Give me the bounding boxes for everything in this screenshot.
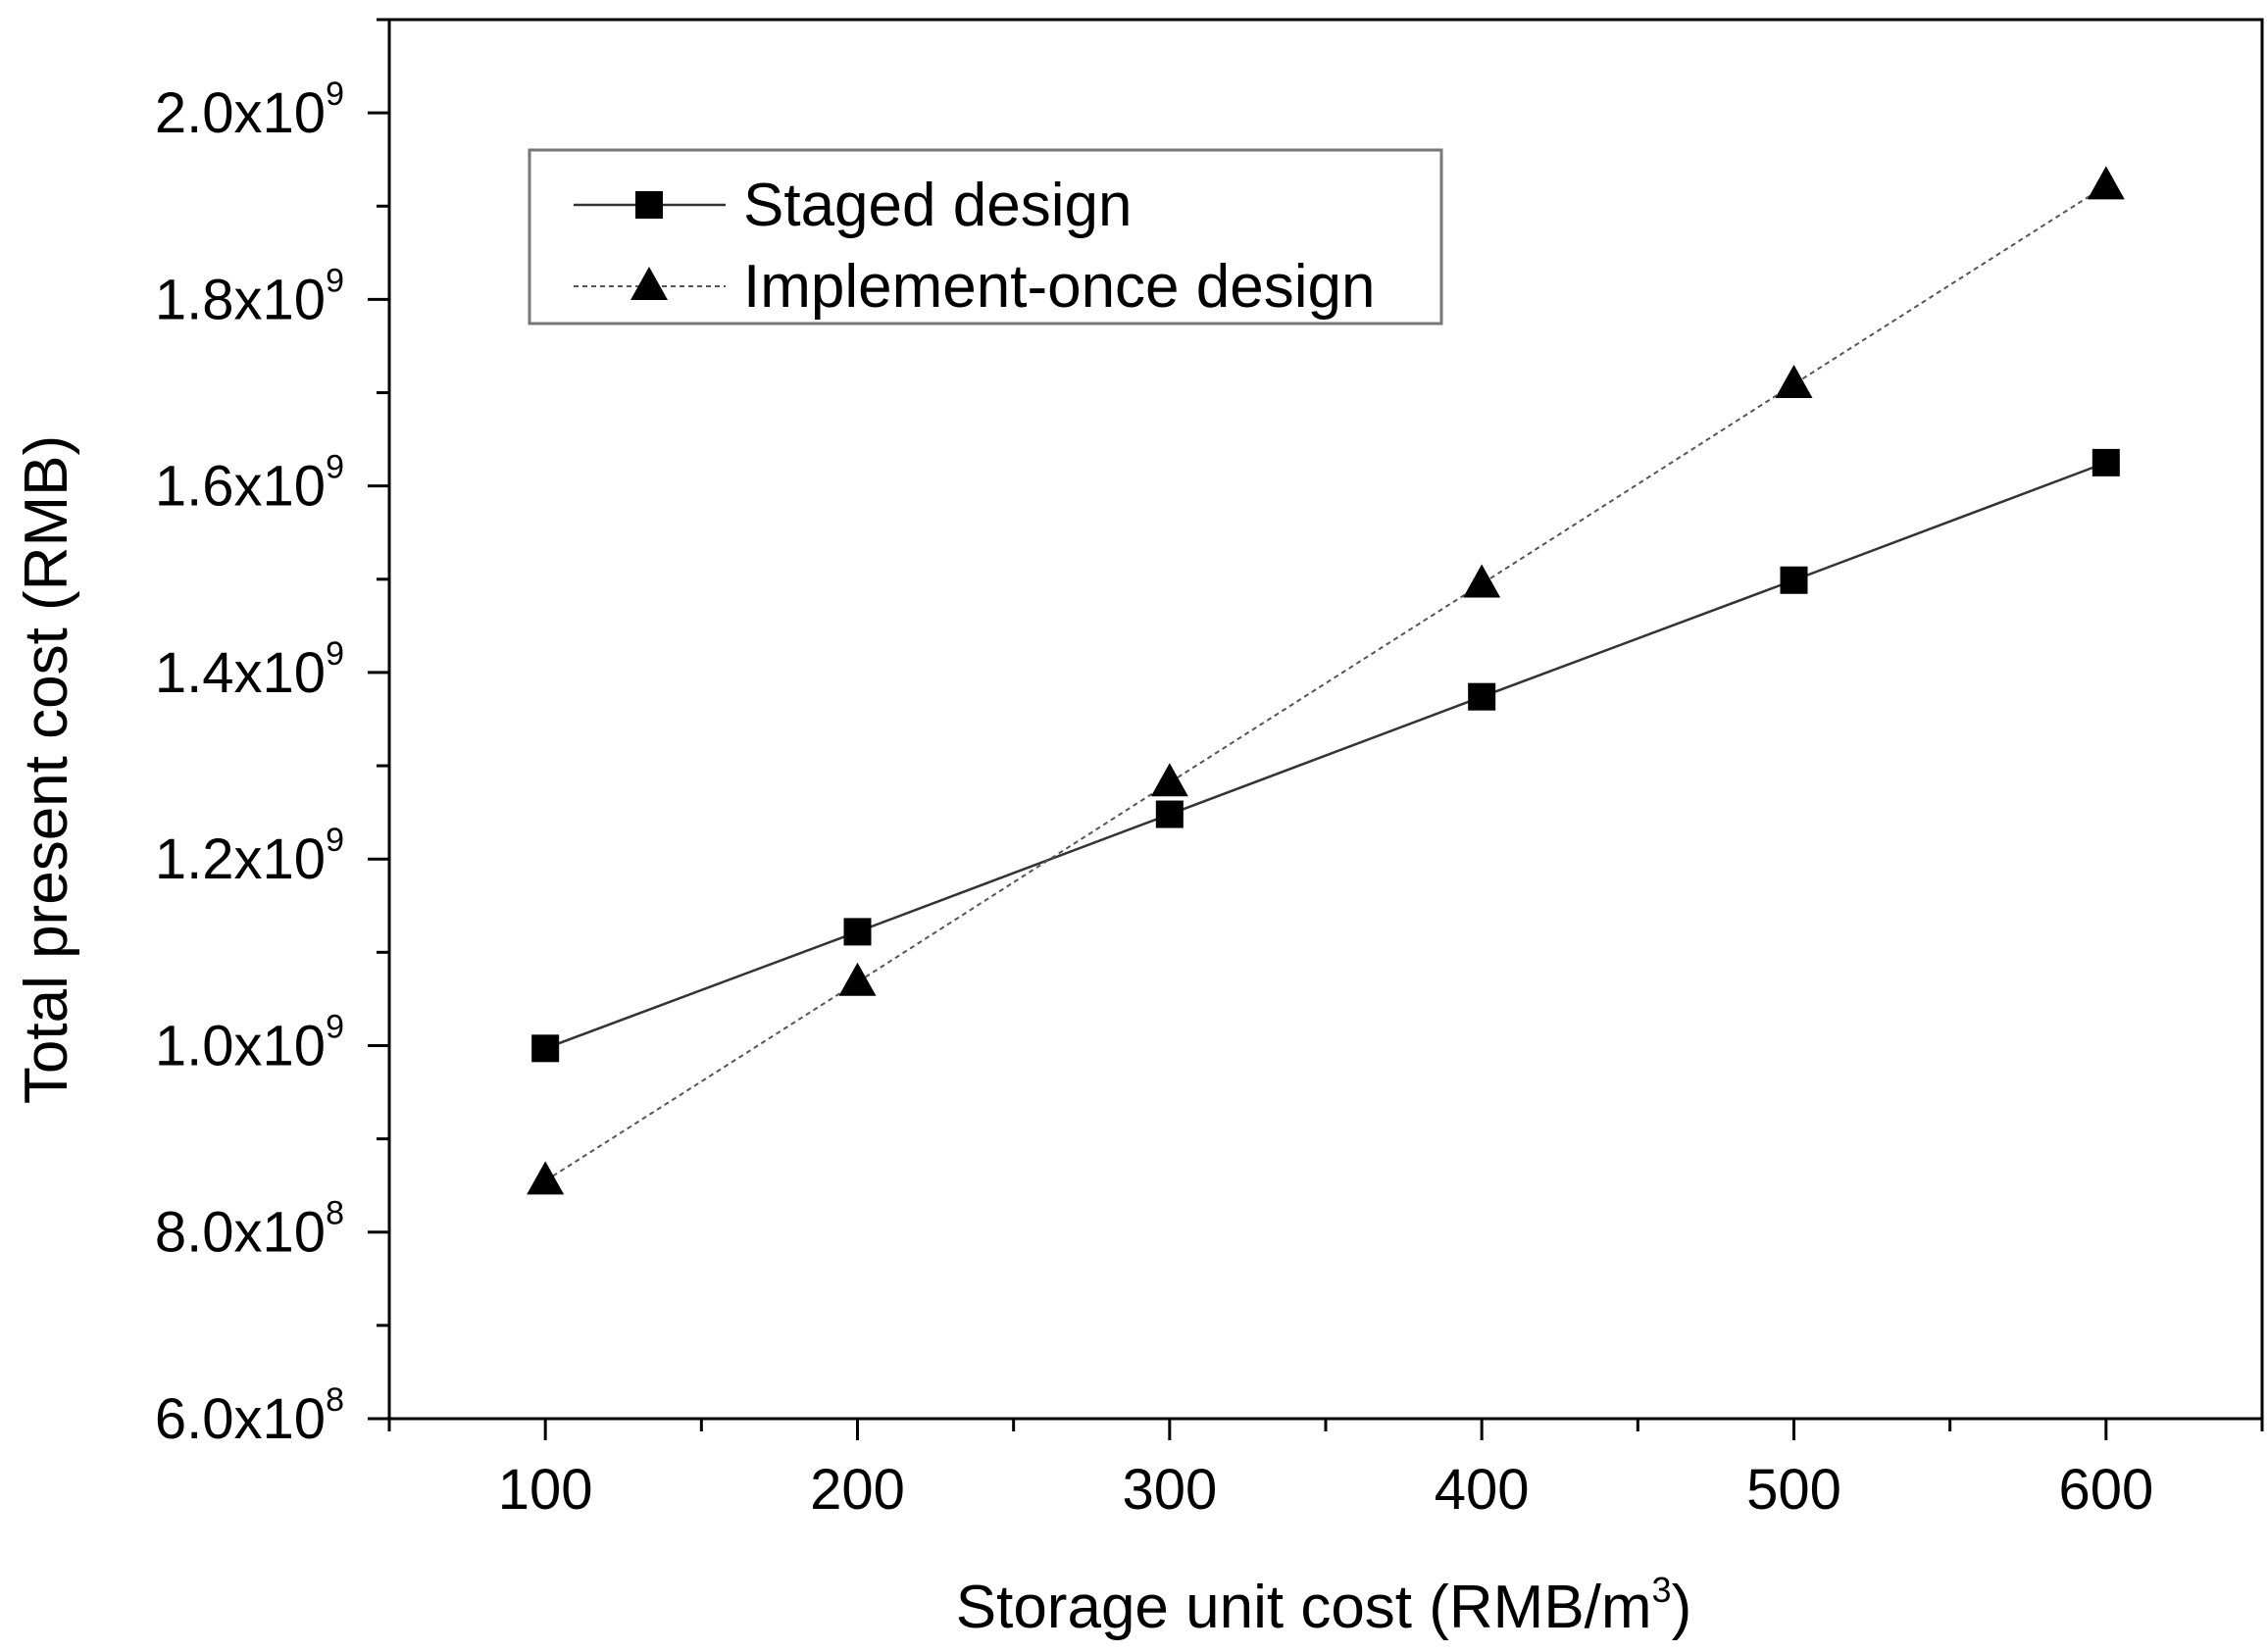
data-point-triangle — [838, 962, 877, 996]
legend-label: Implement-once design — [743, 253, 1375, 321]
y-tick-label: 1.4x109 — [155, 635, 344, 705]
series-line — [544, 461, 2107, 1050]
series-staged-design — [531, 448, 2120, 1063]
y-tick-exponent: 9 — [326, 635, 344, 673]
y-tick-exponent: 9 — [326, 1008, 344, 1045]
axis-titles: Storage unit cost (RMB/m3) Total present… — [13, 435, 1691, 1641]
y-tick-label: 6.0x108 — [155, 1381, 344, 1451]
x-axis-title-main: Storage unit cost (RMB/m — [956, 1574, 1652, 1641]
y-tick-mantissa: 1.2x10 — [155, 827, 326, 891]
y-tick-exponent: 9 — [326, 262, 344, 299]
x-tick-label: 600 — [2058, 1458, 2153, 1522]
legend-marker — [635, 191, 663, 219]
x-axis-title-suffix: ) — [1672, 1574, 1692, 1641]
x-tick-label: 300 — [1122, 1458, 1217, 1522]
y-tick-mantissa: 1.6x10 — [155, 455, 326, 519]
data-point-triangle — [1463, 564, 1501, 598]
y-tick-mantissa: 2.0x10 — [155, 81, 326, 145]
y-tick-label: 8.0x108 — [155, 1195, 344, 1265]
x-tick-label: 100 — [498, 1458, 593, 1522]
y-tick-exponent: 9 — [326, 449, 344, 486]
data-point-square — [1468, 682, 1496, 711]
x-tick-label: 400 — [1435, 1458, 1530, 1522]
y-tick-mantissa: 8.0x10 — [155, 1201, 326, 1265]
y-tick-label: 1.0x109 — [155, 1008, 344, 1077]
legend-label: Staged design — [743, 172, 1132, 239]
series-implement-once-design — [527, 166, 2125, 1195]
y-tick-exponent: 8 — [326, 1195, 344, 1232]
data-point-triangle — [527, 1161, 565, 1195]
y-tick-exponent: 8 — [326, 1381, 344, 1419]
data-point-square — [531, 1034, 560, 1063]
data-point-triangle — [1150, 763, 1188, 797]
axes-group: 100 200 300 400 500 6006.0x1088.0x1081.0x1091… — [155, 18, 2264, 1522]
data-point-square — [2092, 448, 2120, 476]
x-tick-label: 500 — [1746, 1458, 1841, 1522]
x-axis-title: Storage unit cost (RMB/m3) — [956, 1570, 1691, 1641]
data-point-triangle — [1775, 364, 1813, 398]
y-tick-mantissa: 6.0x10 — [155, 1387, 326, 1451]
y-axis-title: Total present cost (RMB) — [13, 435, 80, 1104]
y-tick-exponent: 9 — [326, 822, 344, 859]
legend: Staged design Implement-once design — [528, 148, 1443, 325]
data-point-square — [1155, 800, 1184, 828]
data-point-triangle — [2087, 166, 2125, 200]
y-tick-label: 2.0x109 — [155, 75, 344, 145]
legend-box — [528, 148, 1443, 325]
series-group — [527, 166, 2125, 1195]
legend-marker — [630, 267, 668, 300]
y-tick-label: 1.8x109 — [155, 262, 344, 331]
data-point-square — [843, 918, 872, 946]
y-tick-mantissa: 1.4x10 — [155, 641, 326, 705]
y-tick-label: 1.6x109 — [155, 449, 344, 519]
y-tick-exponent: 9 — [326, 75, 344, 113]
y-tick-mantissa: 1.0x10 — [155, 1014, 326, 1077]
x-axis-title-sup: 3 — [1652, 1570, 1672, 1610]
x-tick-label: 200 — [810, 1458, 905, 1522]
data-point-square — [1780, 566, 1808, 594]
y-tick-mantissa: 1.8x10 — [155, 268, 326, 331]
y-tick-label: 1.2x109 — [155, 822, 344, 891]
